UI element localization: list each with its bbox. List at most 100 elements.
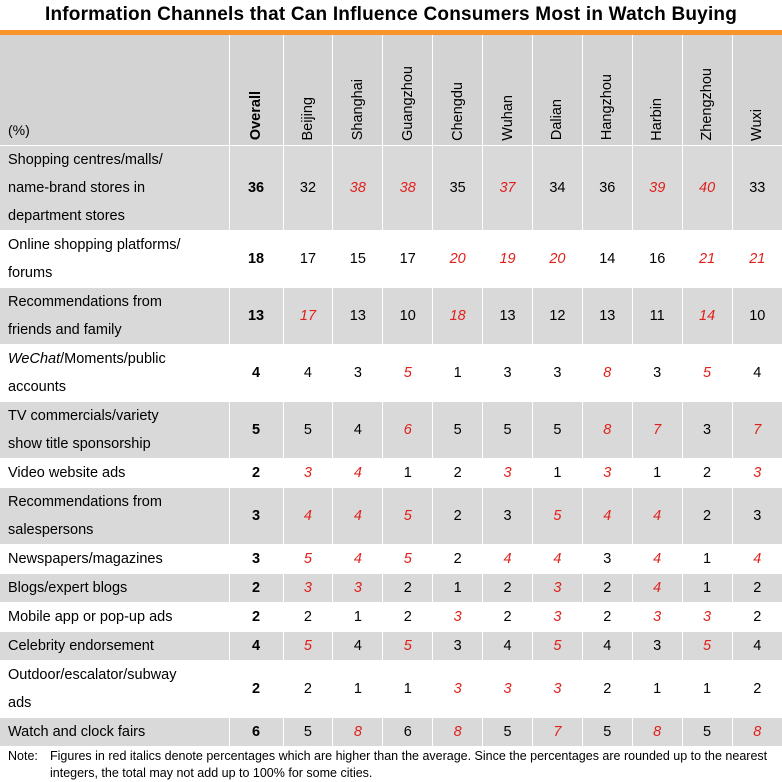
cell-value: 32 (283, 144, 334, 230)
cell-value: 4 (283, 343, 334, 401)
row-label: Shopping centres/malls/name-brand stores… (0, 144, 230, 230)
cell-overall: 13 (229, 286, 284, 344)
cell-value: 2 (582, 659, 633, 717)
row-label-line: Recommendations from (8, 293, 162, 310)
cell-value: 5 (283, 630, 334, 660)
cell-value: 21 (732, 229, 782, 287)
cell-value: 1 (632, 659, 683, 717)
cell-value: 3 (532, 659, 583, 717)
cell-value: 3 (482, 659, 533, 717)
cell-overall: 4 (229, 630, 284, 660)
cell-value: 3 (632, 601, 683, 631)
table-row: Celebrity endorsement 4 5 4 5 3 4 5 4 3 5 4 (0, 630, 782, 660)
cell-value: 4 (632, 486, 683, 544)
cell-value: 1 (682, 543, 733, 573)
cell-value: 3 (632, 630, 683, 660)
cell-value: 16 (632, 229, 683, 287)
cell-value: 34 (532, 144, 583, 230)
cell-value: 3 (332, 572, 384, 602)
table-row: Blogs/expert blogs 2 3 3 2 1 2 3 2 4 1 2 (0, 572, 782, 602)
row-label-line: department stores (8, 207, 125, 224)
table-row: Newspapers/magazines 3 5 4 5 2 4 4 3 4 1 4 (0, 543, 782, 573)
cell-value: 21 (682, 229, 733, 287)
row-label-brand: WeChat (8, 350, 61, 367)
cell-value: 3 (482, 457, 533, 487)
row-label: Newspapers/magazines (0, 543, 230, 573)
row-label: Recommendations from salespersons (0, 486, 230, 544)
cell-value: 4 (532, 543, 583, 573)
cell-value: 15 (332, 229, 384, 287)
cell-value: 19 (482, 229, 533, 287)
footnote-text: Figures in red italics denote percentage… (50, 748, 768, 780)
cell-value: 3 (482, 343, 533, 401)
row-label-line: WeChat/Moments/public (8, 350, 166, 367)
table-row: Recommendations from salespersons 3 4 4 5 2 3 5 4… (0, 486, 782, 544)
col-header-harbin: Harbin (632, 35, 683, 145)
cell-value: 2 (432, 457, 484, 487)
cell-value: 3 (332, 343, 384, 401)
cell-overall: 2 (229, 572, 284, 602)
cell-value: 8 (582, 400, 633, 458)
cell-value: 3 (532, 601, 583, 631)
cell-value: 17 (283, 286, 334, 344)
row-label: Recommendations from friends and family (0, 286, 230, 344)
cell-value: 4 (632, 543, 683, 573)
cell-value: 10 (382, 286, 434, 344)
data-table: (%) Overall Beijing Shanghai Guangzhou C… (0, 35, 782, 746)
cell-value: 36 (582, 144, 633, 230)
cell-value: 13 (582, 286, 633, 344)
row-label: Outdoor/escalator/subway ads (0, 659, 230, 717)
cell-value: 7 (732, 400, 782, 458)
table-row: Outdoor/escalator/subway ads 2 2 1 1 3 3 3 2 1 1 2 (0, 659, 782, 717)
cell-value: 39 (632, 144, 683, 230)
row-label: Watch and clock fairs (0, 716, 230, 746)
cell-value: 14 (582, 229, 633, 287)
table-row: Video website ads 2 3 4 1 2 3 1 3 1 2 3 (0, 457, 782, 487)
row-label-line: ads (8, 694, 32, 711)
cell-value: 5 (682, 630, 733, 660)
table-row: WeChat/Moments/public accounts 4 4 3 5 1 3 3 8 3 5 4 (0, 343, 782, 401)
cell-value: 1 (682, 572, 733, 602)
cell-value: 3 (582, 543, 633, 573)
cell-overall: 2 (229, 659, 284, 717)
cell-value: 17 (283, 229, 334, 287)
cell-value: 3 (432, 630, 484, 660)
cell-value: 37 (482, 144, 533, 230)
cell-value: 1 (682, 659, 733, 717)
cell-value: 3 (582, 457, 633, 487)
cell-overall: 3 (229, 543, 284, 573)
cell-value: 1 (382, 457, 434, 487)
cell-value: 4 (332, 630, 384, 660)
cell-value: 5 (532, 486, 583, 544)
cell-value: 11 (632, 286, 683, 344)
cell-overall: 2 (229, 601, 284, 631)
row-label-line: Watch and clock fairs (8, 723, 146, 740)
col-header-guangzhou: Guangzhou (382, 35, 434, 145)
col-header-overall: Overall (229, 35, 284, 145)
cell-value: 2 (382, 601, 434, 631)
cell-overall: 5 (229, 400, 284, 458)
table-row: TV commercials/variety show title sponsor… (0, 400, 782, 458)
cell-value: 6 (382, 400, 434, 458)
row-label-line: Newspapers/magazines (8, 550, 163, 567)
col-header-beijing: Beijing (283, 35, 334, 145)
cell-value: 2 (432, 543, 484, 573)
col-header-chengdu: Chengdu (432, 35, 484, 145)
cell-value: 3 (732, 457, 782, 487)
cell-value: 14 (682, 286, 733, 344)
row-label-line: Outdoor/escalator/subway (8, 666, 177, 683)
cell-value: 5 (283, 400, 334, 458)
cell-value: 20 (432, 229, 484, 287)
cell-value: 7 (632, 400, 683, 458)
table-row: Watch and clock fairs 6 5 8 6 8 5 7 5 8 5 8 (0, 716, 782, 746)
col-header-label: Wuxi (749, 108, 766, 141)
cell-value: 1 (532, 457, 583, 487)
cell-value: 1 (332, 659, 384, 717)
cell-overall: 2 (229, 457, 284, 487)
cell-value: 2 (682, 457, 733, 487)
row-label-line: salespersons (8, 521, 94, 538)
cell-value: 3 (532, 343, 583, 401)
cell-value: 3 (482, 486, 533, 544)
row-label-line: forums (8, 264, 53, 281)
cell-value: 5 (382, 630, 434, 660)
